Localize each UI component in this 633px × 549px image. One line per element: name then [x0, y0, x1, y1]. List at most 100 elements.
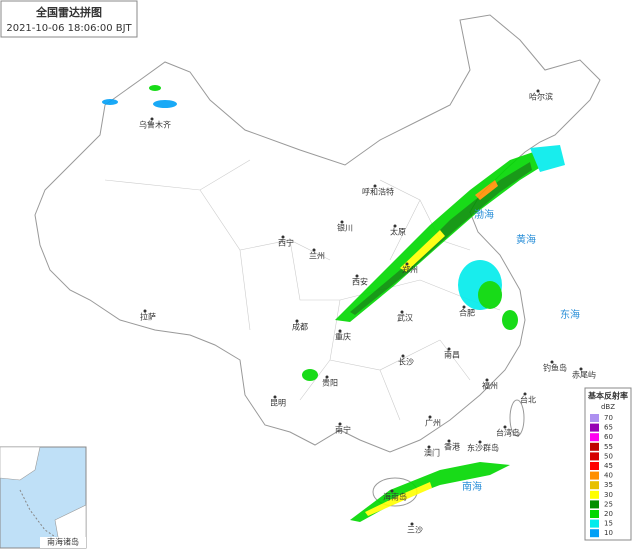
city-dot: [410, 522, 414, 526]
legend-value: 10: [604, 529, 613, 537]
place-label: 西安: [352, 277, 368, 287]
legend-value: 60: [604, 433, 613, 441]
legend-value: 20: [604, 510, 613, 518]
place-label: 合肥: [459, 308, 475, 318]
place-label: 海南岛: [383, 492, 407, 502]
city-dot: [523, 392, 527, 396]
legend-value: 70: [604, 414, 613, 422]
legend-value: 65: [604, 424, 613, 432]
legend-swatch: [590, 510, 599, 518]
place-label: 长沙: [398, 357, 414, 367]
sea-label: 渤海: [474, 208, 494, 221]
place-label: 台北: [520, 395, 536, 405]
place-label: 澳门: [424, 448, 440, 458]
legend-swatch: [590, 433, 599, 442]
city-dot: [325, 375, 329, 379]
city-dot: [427, 445, 431, 449]
sea-label: 黄海: [516, 233, 536, 246]
legend-value: 40: [604, 472, 613, 480]
place-label: 广州: [425, 418, 441, 428]
radar-echo: [102, 85, 565, 522]
place-label: 郑州: [402, 265, 418, 275]
legend-swatch: [590, 519, 599, 528]
place-label: 三沙: [407, 526, 423, 535]
place-label: 赤尾屿: [572, 371, 596, 380]
inset-label: 南海诸岛: [47, 537, 79, 547]
city-dot: [150, 117, 154, 121]
sea-label: 南海: [462, 480, 482, 493]
place-label: 南宁: [335, 425, 351, 435]
place-label: 呼和浩特: [362, 187, 394, 197]
place-label: 钓鱼岛: [543, 363, 567, 373]
place-label: 东沙群岛: [467, 443, 499, 453]
place-label: 乌鲁木齐: [139, 120, 171, 130]
place-label: 南昌: [444, 350, 460, 360]
place-label: 武汉: [397, 313, 413, 323]
legend-value: 45: [604, 462, 613, 470]
legend-swatch: [590, 423, 599, 432]
map-time: 2021-10-06 18:06:00 BJT: [6, 23, 132, 34]
legend-swatch: [590, 529, 599, 538]
city-dot: [485, 378, 489, 382]
legend-unit: dBZ: [601, 403, 615, 411]
place-label: 银川: [337, 223, 353, 233]
city-dot: [143, 309, 147, 313]
legend-swatch: [590, 452, 599, 461]
place-label: 昆明: [270, 399, 286, 408]
city-dot: [536, 89, 540, 93]
legend-swatch: [590, 462, 599, 470]
city-dot: [550, 360, 554, 364]
inset: 南海诸岛: [0, 446, 87, 549]
city-dot: [338, 329, 342, 333]
city-dot: [401, 354, 405, 358]
city-dot: [312, 248, 316, 252]
place-label: 贵阳: [322, 378, 338, 388]
city-dot: [405, 262, 409, 266]
city-dot: [338, 422, 342, 426]
city-dot: [478, 440, 482, 444]
taiwan-island: [509, 399, 525, 437]
place-label: 哈尔滨: [529, 92, 553, 102]
place-label: 成都: [292, 322, 308, 332]
legend-swatch: [590, 471, 599, 480]
place-label: 重庆: [335, 332, 351, 342]
city-dot: [400, 310, 404, 314]
province-lines: [104, 159, 501, 421]
city-dot: [373, 184, 377, 188]
place-label: 香港: [444, 442, 460, 452]
city-dot: [428, 415, 432, 419]
place-label: 台湾岛: [496, 428, 520, 438]
legend-value: 30: [604, 491, 613, 499]
sea-label: 东海: [560, 308, 580, 321]
city-dot: [355, 274, 359, 278]
legend-value: 15: [604, 520, 613, 528]
city-dot: [447, 439, 451, 443]
city-dot: [579, 367, 583, 371]
place-label: 拉萨: [140, 312, 156, 322]
legend-value: 50: [604, 452, 613, 460]
city-dot: [462, 305, 466, 309]
legend-swatch: [590, 500, 599, 509]
city-dot: [295, 319, 299, 323]
place-label: 西宁: [278, 238, 294, 248]
city-dot: [390, 489, 394, 493]
city-dot: [273, 395, 277, 399]
place-label: 太原: [390, 227, 406, 237]
legend-swatch: [590, 414, 599, 422]
city-dot: [281, 235, 285, 239]
header-box: [0, 0, 138, 38]
legend-title: 基本反射率: [587, 391, 628, 401]
city-dot: [393, 224, 397, 228]
legend-value: 35: [604, 481, 613, 489]
city-dot: [503, 425, 507, 429]
legend-value: 25: [604, 500, 613, 508]
place-label: 兰州: [309, 251, 325, 261]
place-label: 福州: [482, 382, 498, 391]
city-dot: [340, 220, 344, 224]
legend-swatch: [590, 481, 599, 490]
legend-value: 55: [604, 443, 613, 451]
map-title: 全国雷达拼图: [35, 5, 102, 19]
